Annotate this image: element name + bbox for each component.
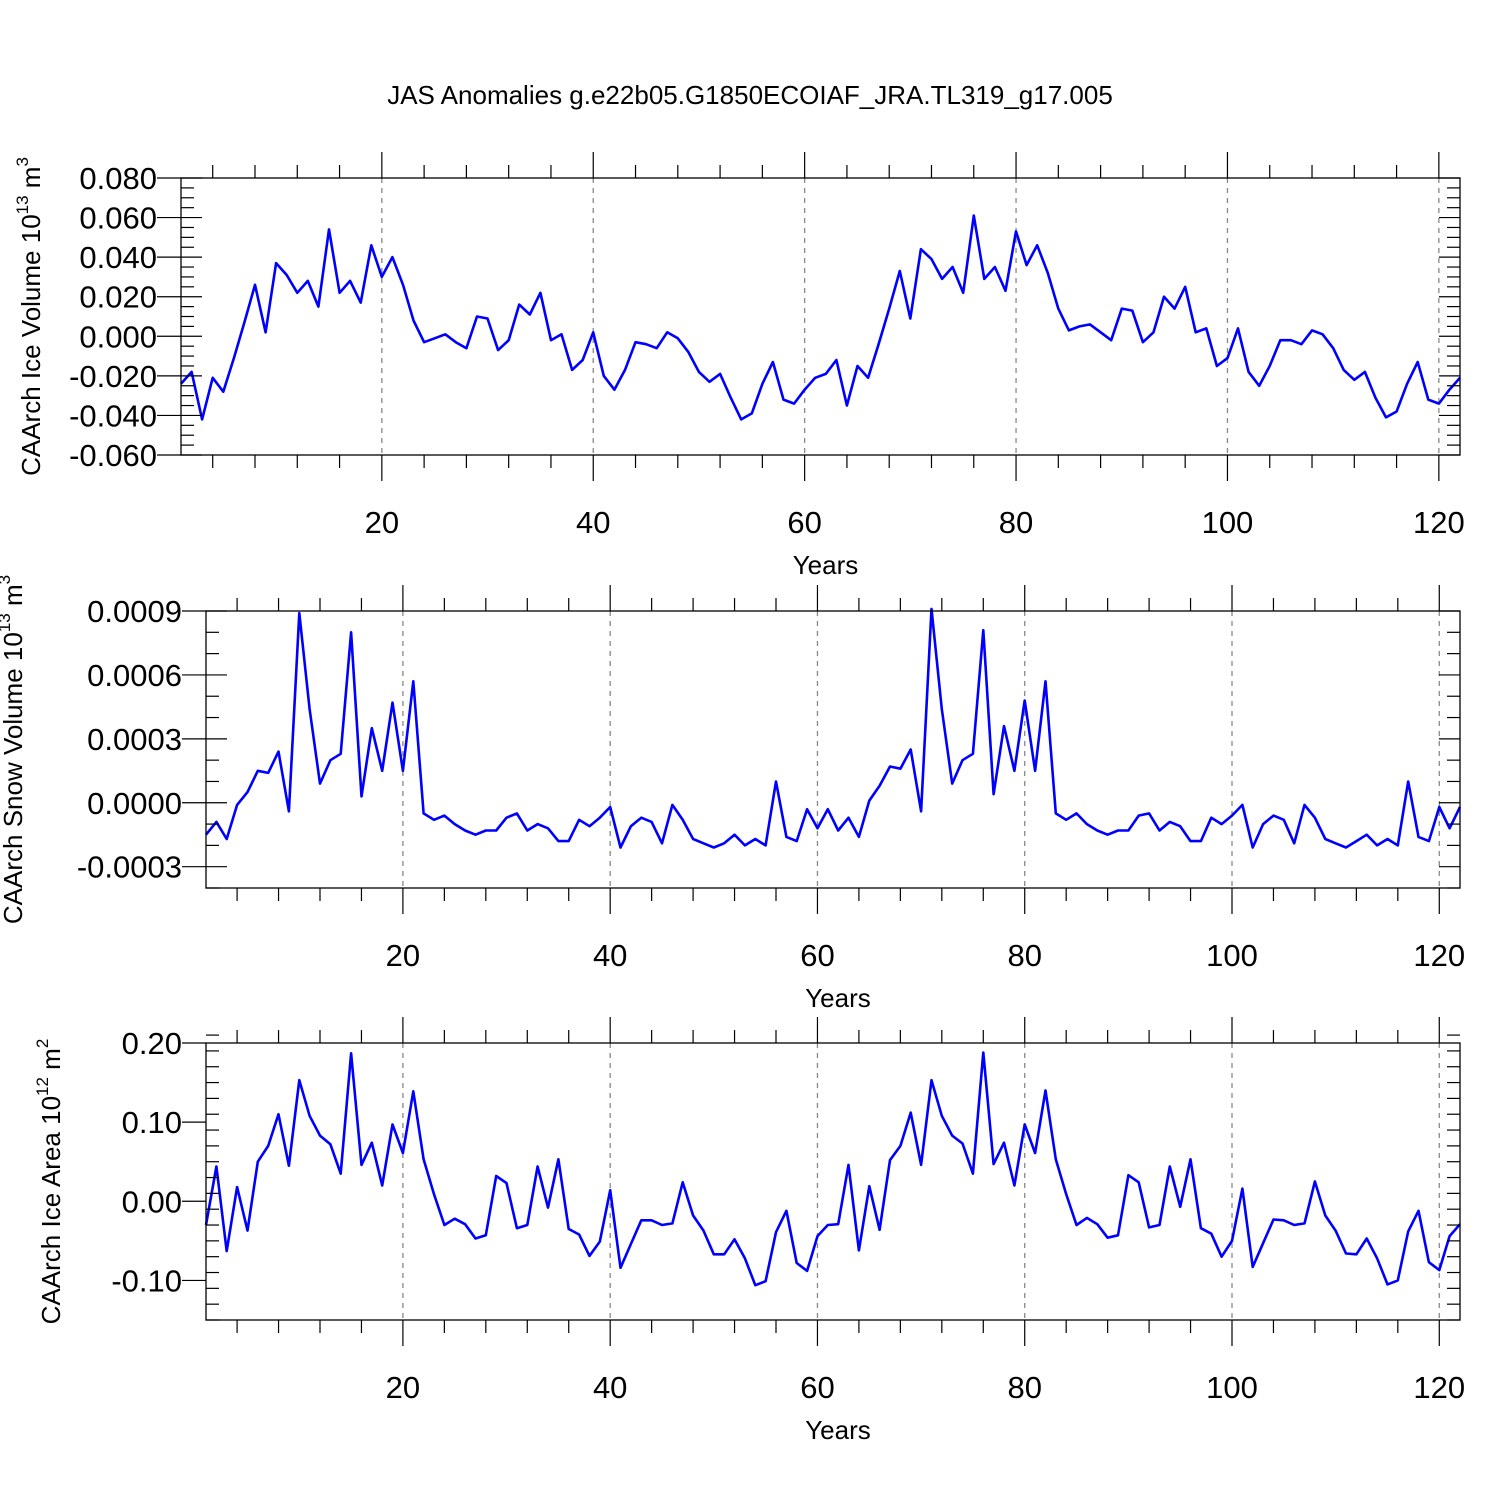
y-tick-label: 0.00: [122, 1184, 182, 1219]
x-tick-label: 20: [386, 1370, 420, 1405]
x-axis-title: Years: [793, 550, 859, 580]
x-tick-label: 100: [1202, 505, 1254, 540]
x-tick-label: 80: [1007, 938, 1041, 973]
y-tick-label: -0.060: [69, 438, 157, 473]
x-tick-label: 60: [787, 505, 821, 540]
y-tick-label: 0.060: [79, 201, 157, 236]
x-tick-label: 60: [800, 1370, 834, 1405]
panel-1: 20 40 60 80 100 120 -0.060 -0.040 -0.020 0.000 0.0…: [13, 152, 1465, 580]
y-axis-title-unit: m: [16, 167, 46, 196]
y-tick-label: -0.10: [111, 1263, 182, 1298]
y-axis-title-unit: m: [36, 1048, 66, 1077]
series-line: [204, 1051, 1461, 1287]
y-tick-label: -0.040: [69, 398, 157, 433]
plot-frame: [205, 1042, 1461, 1321]
y-axis-title: CAArch Ice Volume 1013 m3: [13, 157, 46, 476]
y-axis-title: CAArch Snow Volume 1013 m3: [0, 575, 28, 924]
y-tick-label: 0.040: [79, 240, 157, 275]
y-axis-title-text: CAArch Ice Volume 10: [16, 214, 46, 476]
y-axis-title-text: CAArch Snow Volume 10: [0, 632, 28, 924]
y-axis-title-exponent: 13: [0, 613, 14, 632]
y-axis-title-text: CAArch Ice Area 10: [36, 1096, 66, 1324]
x-tick-label: 120: [1413, 938, 1465, 973]
y-axis-title-unit: m: [0, 584, 28, 613]
x-tick-label: 40: [576, 505, 610, 540]
x-axis-title: Years: [805, 983, 871, 1013]
y-tick-label: 0.000: [79, 319, 157, 354]
x-tick-label: 120: [1413, 1370, 1465, 1405]
series-line: [204, 607, 1462, 849]
chart-panels: 20 40 60 80 100 120 -0.060 -0.040 -0.020 0.000 0.0…: [0, 152, 1465, 1445]
plot-frame: [205, 610, 1461, 889]
y-tick-label: 0.080: [79, 161, 157, 196]
y-axis-title-exponent: 13: [13, 195, 32, 214]
y-tick-label: 0.20: [122, 1026, 182, 1061]
x-tick-label: 60: [800, 938, 834, 973]
x-tick-label: 100: [1206, 1370, 1258, 1405]
y-axis-title-unit-exponent: 3: [13, 157, 32, 166]
plot-frame: [180, 177, 1461, 456]
y-axis-title-unit-exponent: 3: [0, 575, 14, 584]
series-line: [180, 214, 1461, 421]
panel-2: 20 40 60 80 100 120 -0.0003 0.0000 0.0003 0.0006 0…: [0, 575, 1465, 1013]
x-tick-label: 20: [365, 505, 399, 540]
panel-3: 20 40 60 80 100 120 -0.10 0.00 0.10 0.20 Years CAAr…: [33, 1017, 1465, 1445]
x-tick-label: 40: [593, 1370, 627, 1405]
y-tick-label: 0.0003: [87, 722, 182, 757]
x-axis-title: Years: [805, 1415, 871, 1445]
x-tick-label: 40: [593, 938, 627, 973]
y-axis-title: CAArch Ice Area 1012 m2: [33, 1039, 66, 1325]
y-tick-label: -0.020: [69, 359, 157, 394]
x-tick-label: 80: [1007, 1370, 1041, 1405]
x-tick-label: 20: [386, 938, 420, 973]
y-tick-label: 0.10: [122, 1105, 182, 1140]
x-tick-label: 120: [1413, 505, 1465, 540]
y-tick-label: -0.0003: [77, 850, 182, 885]
y-tick-label: 0.020: [79, 280, 157, 315]
figure-title: JAS Anomalies g.e22b05.G1850ECOIAF_JRA.T…: [387, 80, 1113, 110]
y-axis-title-exponent: 12: [33, 1077, 52, 1096]
x-tick-label: 100: [1206, 938, 1258, 973]
x-tick-label: 80: [999, 505, 1033, 540]
y-axis-title-unit-exponent: 2: [33, 1039, 52, 1048]
y-tick-label: 0.0000: [87, 786, 182, 821]
y-tick-label: 0.0006: [87, 658, 182, 693]
y-tick-label: 0.0009: [87, 594, 182, 629]
